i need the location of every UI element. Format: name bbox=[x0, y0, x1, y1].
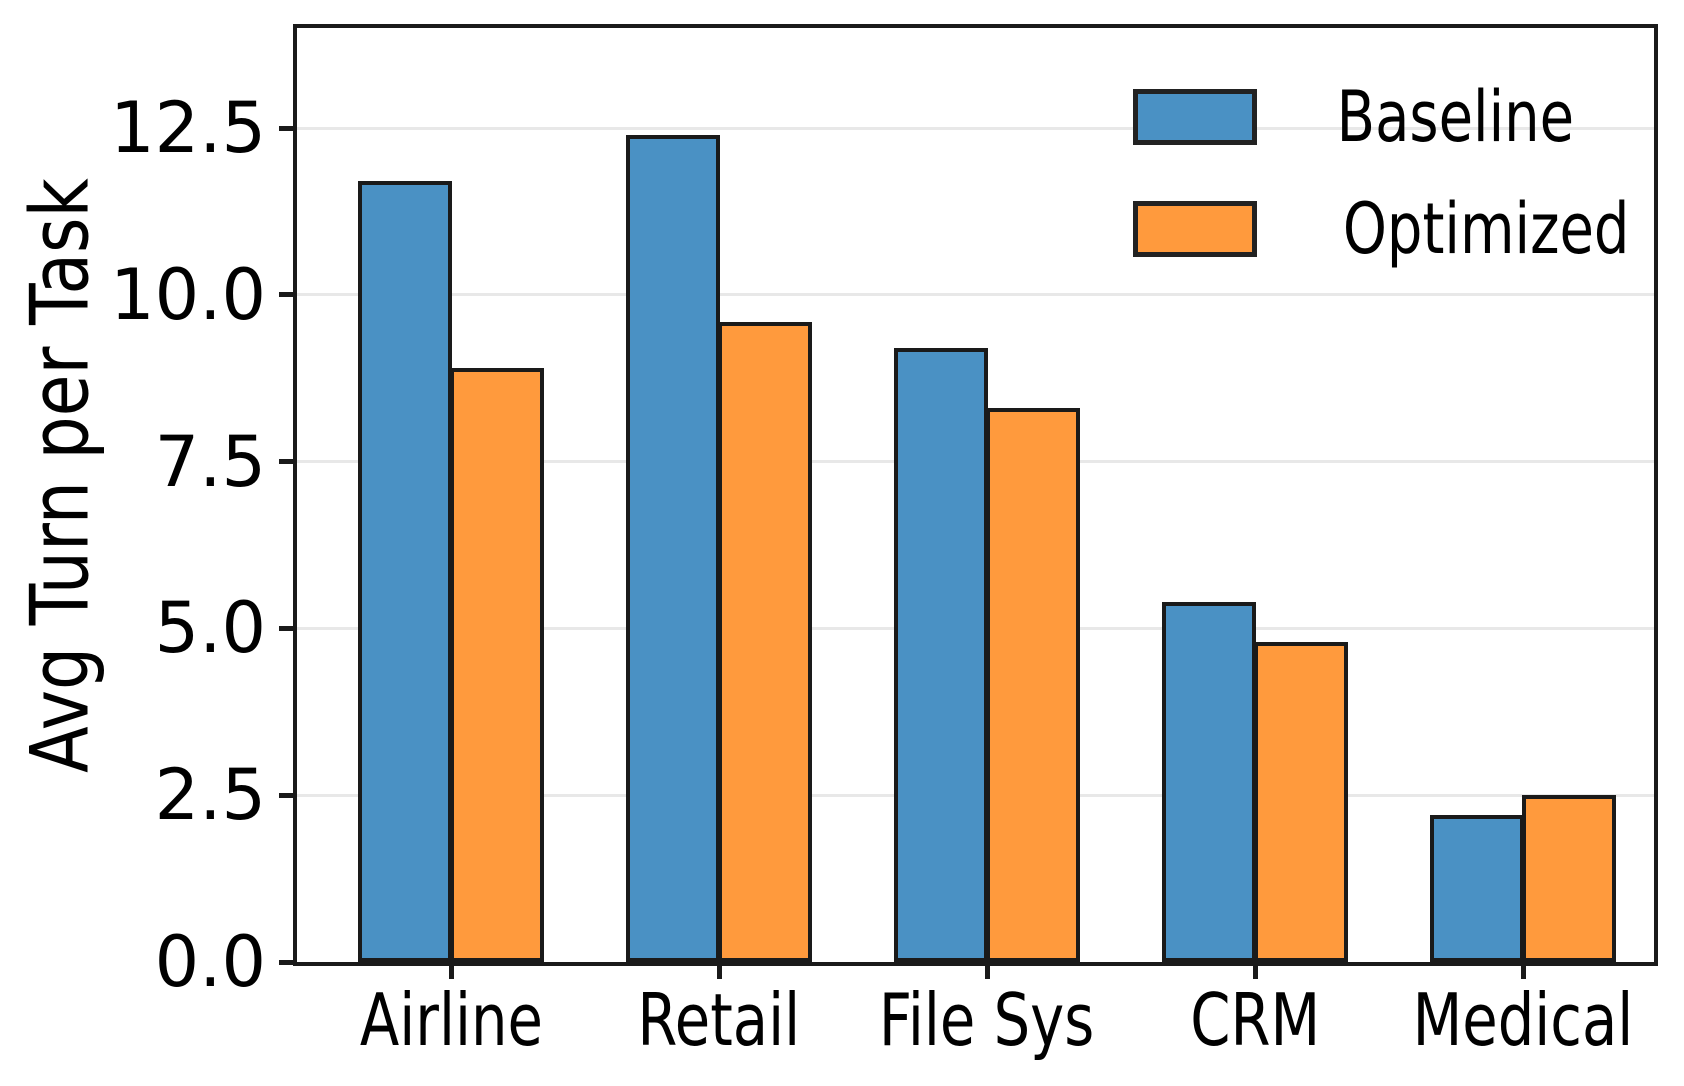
legend-row-baseline: Baseline bbox=[1133, 82, 1665, 152]
legend-label: Baseline bbox=[1336, 76, 1575, 158]
y-tick-label: 7.5 bbox=[154, 420, 266, 503]
y-tick-mark bbox=[279, 292, 293, 298]
y-tick-label: 5.0 bbox=[154, 587, 266, 670]
y-axis-title: Avg Turn per Task bbox=[14, 0, 107, 950]
x-tick-label: File Sys bbox=[879, 978, 1095, 1062]
bar-baseline-crm bbox=[1162, 601, 1256, 962]
legend-row-optimized: Optimized bbox=[1133, 194, 1665, 264]
x-tick-mark bbox=[1252, 966, 1258, 979]
x-tick-mark bbox=[448, 966, 454, 979]
y-axis-title-text: Avg Turn per Task bbox=[13, 177, 107, 773]
bar-baseline-retail bbox=[626, 134, 720, 962]
y-tick-label: 10.0 bbox=[110, 253, 266, 336]
bar-optimized-file-sys bbox=[986, 408, 1080, 962]
y-tick-mark bbox=[279, 959, 293, 965]
y-tick-label: 0.0 bbox=[154, 921, 266, 1003]
y-tick-mark bbox=[279, 625, 293, 631]
x-tick-mark bbox=[716, 966, 722, 979]
x-tick-label: Retail bbox=[637, 978, 801, 1062]
bar-optimized-crm bbox=[1254, 641, 1348, 962]
y-tick-mark bbox=[279, 459, 293, 465]
y-tick-mark bbox=[279, 792, 293, 798]
bar-baseline-file-sys bbox=[894, 348, 988, 962]
x-tick-mark bbox=[1520, 966, 1526, 979]
y-tick-label: 2.5 bbox=[154, 754, 266, 837]
gridline bbox=[297, 293, 1654, 297]
bar-baseline-airline bbox=[358, 181, 452, 962]
bar-baseline-medical bbox=[1430, 815, 1524, 962]
gridline bbox=[297, 126, 1654, 130]
x-tick-mark bbox=[984, 966, 990, 979]
x-tick-label: Medical bbox=[1412, 978, 1634, 1062]
y-tick-label: 12.5 bbox=[110, 87, 266, 170]
legend: Baseline Optimized bbox=[1133, 82, 1665, 264]
bar-optimized-retail bbox=[718, 321, 812, 962]
x-tick-label: CRM bbox=[1190, 978, 1320, 1062]
x-tick-label: Airline bbox=[359, 978, 543, 1062]
legend-patch-optimized bbox=[1133, 201, 1257, 257]
bar-optimized-medical bbox=[1522, 795, 1616, 962]
legend-label: Optimized bbox=[1342, 188, 1630, 270]
plot-area: Baseline Optimized bbox=[293, 24, 1658, 966]
legend-patch-baseline bbox=[1133, 89, 1257, 145]
bar-optimized-airline bbox=[450, 368, 544, 962]
y-tick-mark bbox=[279, 125, 293, 131]
